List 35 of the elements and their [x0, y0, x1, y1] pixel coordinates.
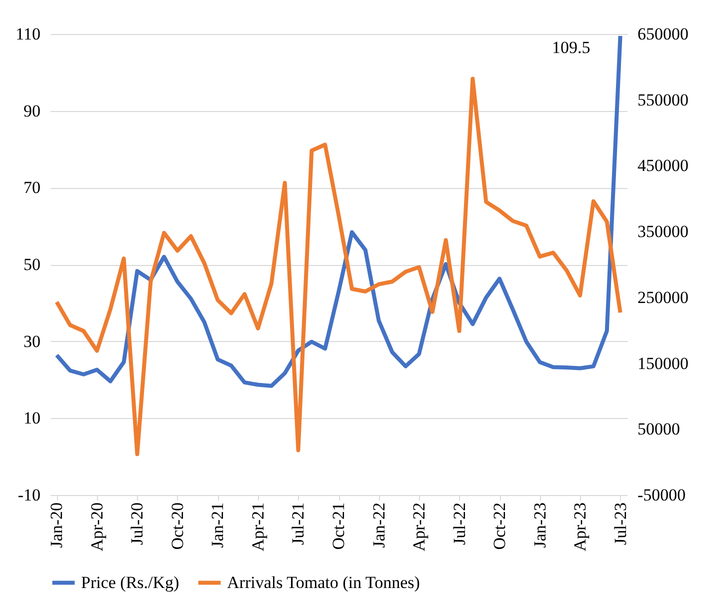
x-tick-label: Jul-22 [450, 502, 469, 545]
y-tick-label: -10 [18, 486, 40, 504]
y2-tick-label: 150000 [638, 354, 688, 373]
y2-tick-label: -50000 [638, 486, 686, 504]
y-tick-label: 50 [24, 255, 40, 274]
x-tick-label: Jan-22 [369, 502, 388, 548]
x-tick-label: Oct-22 [490, 502, 510, 550]
y-tick-label: 90 [24, 101, 40, 120]
x-tick-label: Oct-21 [329, 502, 348, 550]
x-tick-label: Oct-20 [168, 502, 187, 550]
annotation: 109.5 [552, 38, 590, 57]
legend-label: Price (Rs./Kg) [81, 572, 180, 592]
y2-tick-label: 450000 [638, 156, 688, 176]
x-tick-label: Jul-20 [128, 502, 147, 545]
x-tick-label: Apr-21 [248, 502, 268, 552]
y-tick-label: 10 [24, 408, 40, 428]
x-tick-label: Jan-20 [47, 502, 66, 548]
x-tick-label: Jan-23 [530, 502, 550, 548]
x-tick-label: Apr-22 [410, 502, 429, 552]
x-tick-label: Jul-23 [610, 502, 630, 545]
y2-tick-label: 350000 [638, 222, 688, 242]
y-tick-label: 30 [24, 332, 40, 351]
y2-tick-label: 50000 [638, 420, 680, 439]
y-tick-label: 70 [24, 178, 40, 198]
x-tick-label: Jul-21 [288, 502, 308, 545]
y-tick-label: 110 [16, 24, 40, 44]
y2-tick-label: 550000 [638, 90, 688, 110]
y2-tick-label: 650000 [638, 24, 688, 44]
line-series [54, 34, 622, 388]
x-tick-label: Apr-23 [570, 502, 590, 552]
line-series [54, 76, 622, 456]
x-tick-label: Apr-20 [87, 502, 106, 552]
y2-tick-label: 250000 [638, 288, 688, 307]
x-tick-label: Jan-21 [208, 502, 228, 548]
legend-label: Arrivals Tomato (in Tonnes) [227, 572, 420, 592]
